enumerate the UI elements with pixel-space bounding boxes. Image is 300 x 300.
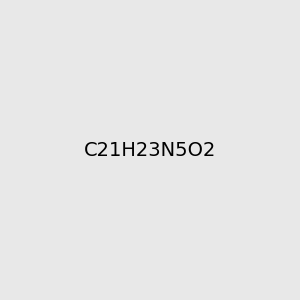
Text: C21H23N5O2: C21H23N5O2 (84, 140, 216, 160)
